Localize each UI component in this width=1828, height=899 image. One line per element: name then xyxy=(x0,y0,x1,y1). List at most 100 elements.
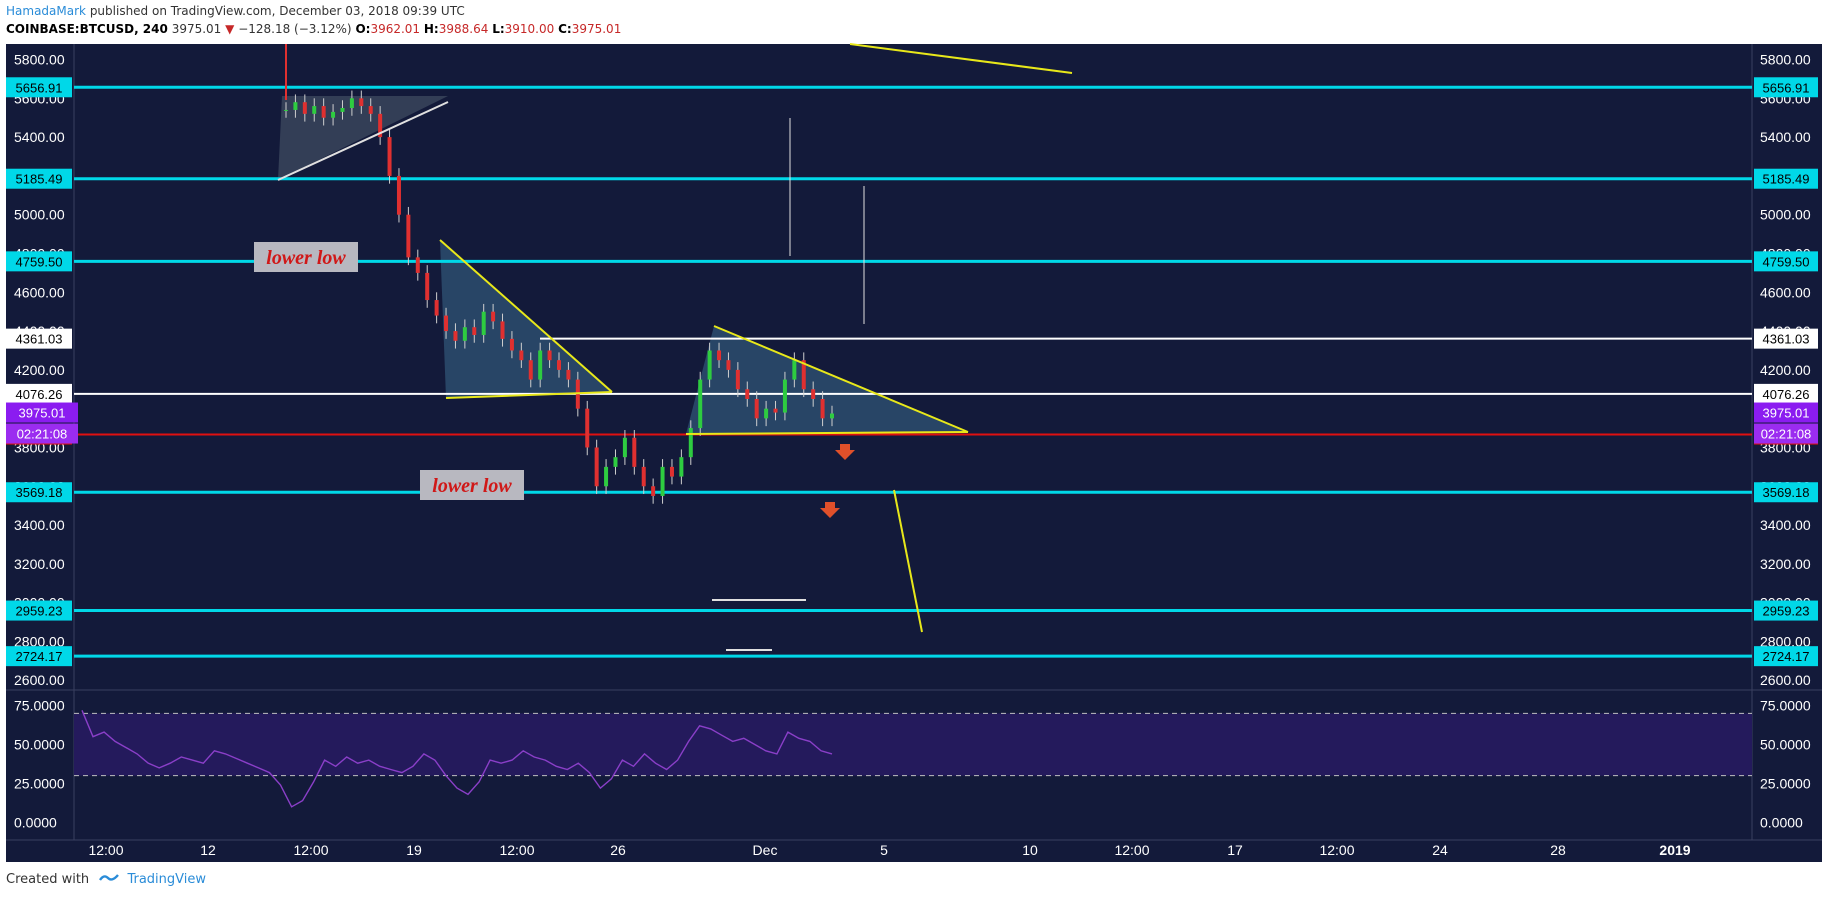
candle-body xyxy=(585,408,590,448)
candle-body xyxy=(519,350,524,361)
candle-body xyxy=(717,350,722,361)
x-tick-label: 12 xyxy=(200,842,216,858)
trendline xyxy=(713,325,969,433)
rsi-tick-label-right: 0.0000 xyxy=(1760,814,1803,830)
candle-body xyxy=(547,350,552,361)
price-level-badge-left xyxy=(6,646,72,667)
price-level-badge-left xyxy=(6,168,72,189)
created-with-text: Created with xyxy=(6,872,90,887)
candle-body xyxy=(387,137,392,176)
countdown-badge-left xyxy=(6,423,78,444)
candle-body xyxy=(764,408,769,419)
price-level-badge-left xyxy=(6,600,72,621)
triangle-pattern-1 xyxy=(278,96,448,180)
price-level-badge-left xyxy=(6,328,72,349)
y-tick-label-right: 5400.00 xyxy=(1760,129,1811,145)
price-level-label-left: 4076.26 xyxy=(16,387,63,402)
candle-body xyxy=(830,413,834,419)
low-label: L: xyxy=(492,22,505,36)
current-price-badge-right xyxy=(1754,402,1818,423)
symbol-line: COINBASE:BTCUSD, 240 3975.01 ▼ −128.18 (… xyxy=(6,22,621,36)
price-level-label-right: 2959.23 xyxy=(1763,604,1810,619)
current-price-badge-left xyxy=(6,402,78,423)
candle-body xyxy=(641,466,646,487)
price-level-label-left: 4759.50 xyxy=(16,254,63,269)
rsi-tick-label-left: 0.0000 xyxy=(14,814,57,830)
candle-body xyxy=(293,102,298,110)
candle-body xyxy=(707,350,712,380)
x-tick-label: 12:00 xyxy=(293,842,328,858)
price-level-badge-right xyxy=(1754,482,1818,503)
y-tick-label-left: 4600.00 xyxy=(14,284,65,300)
trendline xyxy=(849,43,1073,74)
lower-low-label: lower low xyxy=(432,475,512,497)
candle-body xyxy=(566,369,571,380)
triangle-pattern-2 xyxy=(440,240,612,398)
candle-body xyxy=(415,257,420,273)
x-tick-label: 10 xyxy=(1022,842,1038,858)
price-level-label-left: 2959.23 xyxy=(16,604,63,619)
countdown-label: 02:21:08 xyxy=(1761,427,1812,442)
rsi-tick-label-right: 75.0000 xyxy=(1760,698,1811,714)
x-tick-label: Dec xyxy=(753,842,778,858)
price-level-label-right: 4759.50 xyxy=(1763,254,1810,269)
candle-body xyxy=(735,369,740,390)
y-tick-label-right: 4600.00 xyxy=(1760,284,1811,300)
close-value: 3975.01 xyxy=(571,22,622,36)
candle-body xyxy=(321,106,326,118)
candle-body xyxy=(594,447,599,487)
y-tick-label-right: 3400.00 xyxy=(1760,517,1811,533)
y-tick-label-right: 5800.00 xyxy=(1760,52,1811,68)
lower-low-box xyxy=(420,470,524,500)
candle-body xyxy=(820,398,825,419)
x-tick-label: 26 xyxy=(610,842,626,858)
price-level-badge-right xyxy=(1754,328,1818,349)
price-level-badge-left xyxy=(6,251,72,272)
footer: Created with TradingView xyxy=(6,872,206,887)
rsi-tick-label-right: 25.0000 xyxy=(1760,775,1811,791)
candle-body xyxy=(651,486,656,496)
candle-body xyxy=(349,98,354,109)
candle-body xyxy=(453,331,458,341)
open-label: O: xyxy=(355,22,371,36)
trendline xyxy=(685,431,969,435)
change-arrow-icon: ▼ xyxy=(225,22,235,36)
candle-body xyxy=(500,321,505,339)
price-level-label-left: 5185.49 xyxy=(16,172,63,187)
candle-body xyxy=(462,327,467,341)
price-level-label-left: 5656.91 xyxy=(16,80,63,95)
candle-body xyxy=(811,389,816,399)
price-level-badge-right xyxy=(1754,600,1818,621)
y-tick-label-left: 2800.00 xyxy=(14,633,65,649)
author-link[interactable]: HamadaMark xyxy=(6,4,86,18)
candle-body xyxy=(773,408,778,413)
rsi-band xyxy=(74,713,1752,776)
current-price-label: 3975.01 xyxy=(19,406,66,421)
x-tick-label: 12:00 xyxy=(88,842,123,858)
x-tick-label: 2019 xyxy=(1659,842,1690,858)
lower-low-box xyxy=(254,242,358,272)
y-tick-label-left: 3200.00 xyxy=(14,556,65,572)
tradingview-link[interactable]: TradingView xyxy=(127,872,206,887)
publish-line: HamadaMark published on TradingView.com,… xyxy=(6,4,465,18)
price-level-badge-right xyxy=(1754,168,1818,189)
candle-body xyxy=(331,111,336,118)
candle-body xyxy=(754,398,759,419)
x-tick-label: 24 xyxy=(1432,842,1448,858)
y-tick-label-right: 2800.00 xyxy=(1760,633,1811,649)
price-level-label-right: 4076.26 xyxy=(1763,387,1810,402)
down-arrow-icon xyxy=(835,444,855,460)
candle-body xyxy=(509,338,514,351)
y-tick-label-right: 5000.00 xyxy=(1760,207,1811,223)
rsi-tick-label-left: 75.0000 xyxy=(14,698,65,714)
candle-body xyxy=(538,350,543,380)
candle-body xyxy=(745,389,750,399)
candle-body xyxy=(284,109,288,111)
candle-body xyxy=(312,106,317,114)
high-label: H: xyxy=(423,22,439,36)
candle-body xyxy=(368,106,373,114)
x-tick-label: 12:00 xyxy=(499,842,534,858)
y-tick-label-left: 4200.00 xyxy=(14,362,65,378)
high-value: 3988.64 xyxy=(438,22,489,36)
